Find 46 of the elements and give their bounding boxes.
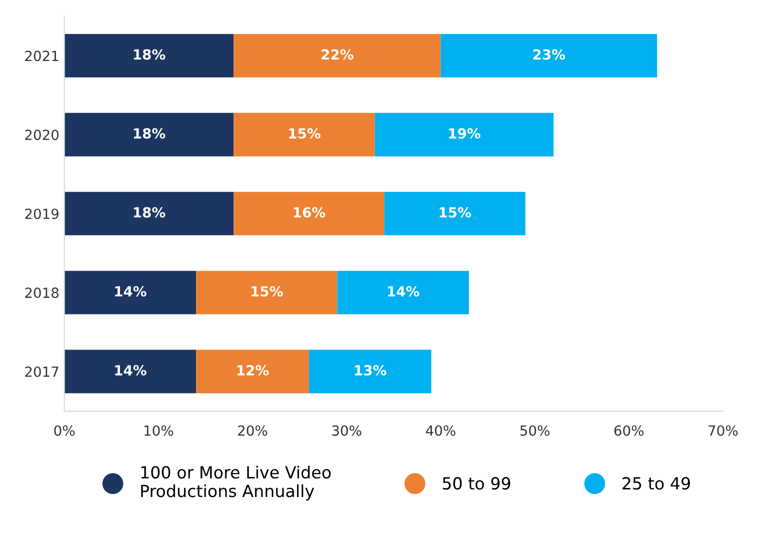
data-label: 18%	[134, 128, 166, 139]
bar	[64, 192, 234, 236]
data-label: 23%	[533, 49, 566, 60]
legend-label: 100 or More Live Video Productions Annually	[141, 466, 331, 500]
data-label: 15%	[252, 286, 283, 297]
y-tick-label: 2019	[25, 208, 59, 220]
x-tick-label: 0%	[54, 425, 75, 436]
bar	[64, 112, 234, 156]
data-label: 18%	[134, 207, 166, 218]
bar	[196, 350, 309, 394]
x-tick-label: 30%	[332, 425, 362, 436]
x-tick-label: 20%	[238, 425, 268, 436]
x-tick-label: 10%	[144, 425, 174, 436]
bar	[234, 192, 384, 236]
data-label: 16%	[294, 207, 326, 218]
bar	[384, 192, 526, 236]
data-label: 22%	[322, 49, 354, 60]
data-label: 15%	[440, 207, 471, 218]
bar	[234, 34, 441, 78]
data-label: 13%	[355, 365, 386, 376]
x-tick-label: 60%	[614, 425, 644, 436]
data-label: 12%	[237, 365, 269, 376]
legend-label: 25 to 49	[622, 477, 690, 490]
data-label: 19%	[449, 128, 480, 139]
data-label: 14%	[388, 286, 420, 297]
bar	[440, 34, 658, 78]
bar	[308, 350, 432, 394]
data-label: 15%	[289, 128, 320, 139]
y-tick-label: 2017	[25, 366, 58, 377]
x-tick-label: 50%	[520, 425, 550, 436]
bar	[64, 350, 196, 394]
data-label: 14%	[115, 286, 146, 297]
bar	[64, 34, 234, 78]
y-tick-label: 2020	[25, 130, 59, 140]
x-tick-label: 40%	[426, 425, 456, 436]
bar	[337, 270, 469, 314]
data-label: 18%	[134, 49, 166, 60]
y-tick-label: 2021	[25, 50, 58, 62]
legend-label: 50 to 99	[442, 477, 510, 490]
data-label: 14%	[115, 365, 146, 376]
x-tick-label: 70%	[708, 425, 738, 436]
y-tick-label: 2018	[25, 288, 59, 298]
bar	[196, 270, 338, 314]
bar	[374, 112, 554, 156]
bar	[64, 270, 196, 314]
bar	[234, 112, 375, 156]
